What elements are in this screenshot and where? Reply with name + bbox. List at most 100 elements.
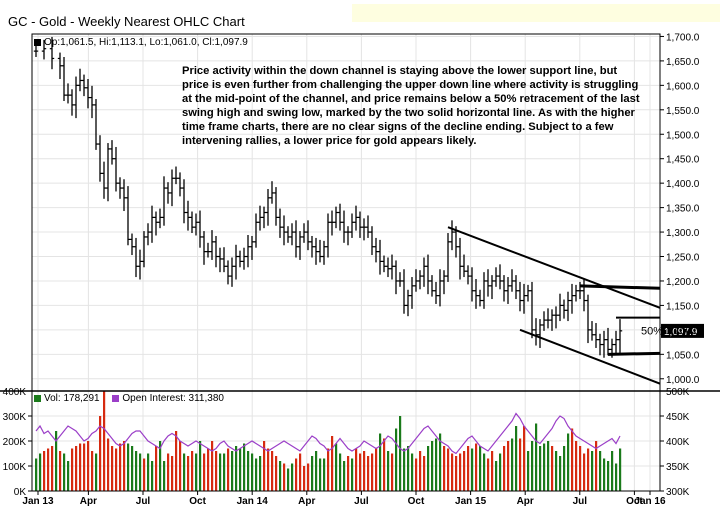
volume-bar	[123, 441, 126, 491]
volume-bar	[235, 446, 238, 491]
volume-bar	[95, 453, 98, 491]
volume-bar	[351, 458, 354, 491]
ohlc-bars	[33, 36, 623, 358]
volume-bar	[111, 446, 114, 491]
volume-bar	[355, 448, 358, 491]
volume-bar	[447, 448, 450, 491]
x-tick-label: Jul	[136, 496, 151, 507]
volume-bar	[491, 451, 494, 491]
price-tick-label: 1,550.0	[666, 106, 700, 117]
volume-bar	[179, 441, 182, 491]
volume-bar	[459, 453, 462, 491]
volume-bar	[555, 451, 558, 491]
volume-bar	[227, 448, 230, 491]
price-tick-label: 1,650.0	[666, 57, 700, 68]
chart-annotation: Price activity within the down channel i…	[182, 65, 640, 147]
volume-bar	[147, 453, 150, 491]
trend-lines: 50% 1,097.9	[447, 226, 704, 385]
x-tick-label: Jul	[354, 496, 369, 507]
volume-bar	[283, 463, 286, 491]
volume-bar	[619, 448, 622, 491]
volume-bar	[151, 461, 154, 491]
ohlc-readout: Op:1,061.5, Hi:1,113.1, Lo:1,061.0, Cl:1…	[34, 37, 248, 48]
volume-bar	[503, 446, 506, 491]
x-tick-label: Jan 13	[22, 496, 54, 507]
volume-bar	[335, 443, 338, 491]
volume-bar	[387, 451, 390, 491]
volume-bar	[347, 456, 350, 491]
volume-bar	[407, 446, 410, 491]
volume-bar	[375, 448, 378, 491]
volume-bar	[591, 451, 594, 491]
volume-bar	[327, 448, 330, 491]
volume-bar	[523, 426, 526, 491]
last-price-box	[661, 323, 704, 338]
open-interest-legend-label: Open Interest: 311,380	[122, 393, 224, 404]
volume-bar	[551, 446, 554, 491]
volume-bar	[295, 458, 298, 491]
volume-bar	[443, 446, 446, 491]
volume-bar	[271, 451, 274, 491]
volume-bar	[59, 451, 62, 491]
volume-tick-label: 400K	[3, 387, 27, 398]
volume-bar	[171, 456, 174, 491]
volume-bar	[575, 441, 578, 491]
oi-tick-label: 400K	[666, 437, 690, 448]
volume-bar	[103, 391, 106, 491]
price-tick-label: 1,000.0	[666, 375, 700, 386]
volume-bar	[135, 451, 138, 491]
volume-bar	[115, 448, 118, 491]
volume-bar	[599, 451, 602, 491]
volume-bar	[587, 448, 590, 491]
volume-bar	[87, 441, 90, 491]
volume-bar	[83, 443, 86, 491]
volume-bar	[515, 426, 518, 491]
volume-bar	[367, 456, 370, 491]
volume-bar	[259, 456, 262, 491]
volume-bar	[611, 451, 614, 491]
volume-bar	[67, 461, 70, 491]
volume-bar	[383, 438, 386, 491]
price-tick-label: 1,100.0	[666, 326, 700, 337]
price-tick-label: 1,200.0	[666, 277, 700, 288]
volume-bar	[207, 448, 210, 491]
price-tick-label: 1,300.0	[666, 228, 700, 239]
volume-bar	[55, 431, 58, 491]
volume-bar	[403, 448, 406, 491]
volume-bar	[615, 463, 618, 491]
price-tick-label: 1,050.0	[666, 350, 700, 361]
volume-bar	[339, 453, 342, 491]
volume-bar	[531, 441, 534, 491]
ohlc-readout-text: Op:1,061.5, Hi:1,113.1, Lo:1,061.0, Cl:1…	[44, 37, 248, 48]
x-tick-label: Oct	[408, 496, 425, 507]
volume-bar	[299, 453, 302, 491]
volume-bar	[527, 451, 530, 491]
volume-bar	[75, 446, 78, 491]
header-highlight-box	[352, 4, 720, 22]
volume-bar	[231, 451, 234, 491]
volume-bar	[119, 443, 122, 491]
price-tick-label: 1,500.0	[666, 130, 700, 141]
volume-bar	[143, 458, 146, 491]
volume-bar	[435, 438, 438, 491]
axis-ticks: 1,700.0 1,650.0 1,600.0 1,550.0 1,500.0 1,450…	[3, 32, 700, 507]
volume-bar	[583, 453, 586, 491]
volume-bar	[167, 453, 170, 491]
volume-bar	[275, 456, 278, 491]
volume-bar	[267, 448, 270, 491]
oi-tick-label: 450K	[666, 412, 690, 423]
volume-bar	[415, 458, 418, 491]
x-tick-label: Apr	[80, 496, 97, 507]
channel-lower-line	[519, 328, 661, 385]
volume-bar	[199, 441, 202, 491]
volume-bar	[539, 446, 542, 491]
volume-bar	[371, 453, 374, 491]
volume-bar	[191, 451, 194, 491]
volume-bar	[211, 441, 214, 491]
volume-bar	[487, 458, 490, 491]
volume-bar	[399, 416, 402, 491]
volume-bar	[331, 436, 334, 491]
volume-bar	[203, 453, 206, 491]
